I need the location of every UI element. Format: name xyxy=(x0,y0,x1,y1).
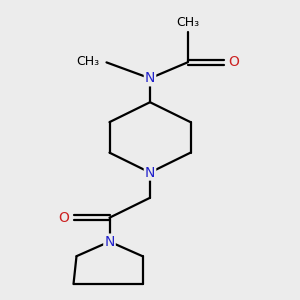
Text: N: N xyxy=(145,71,155,85)
Text: O: O xyxy=(58,211,69,225)
Text: CH₃: CH₃ xyxy=(176,16,199,29)
Text: CH₃: CH₃ xyxy=(76,55,99,68)
Text: O: O xyxy=(228,56,239,69)
Text: N: N xyxy=(104,235,115,249)
Text: N: N xyxy=(145,166,155,180)
